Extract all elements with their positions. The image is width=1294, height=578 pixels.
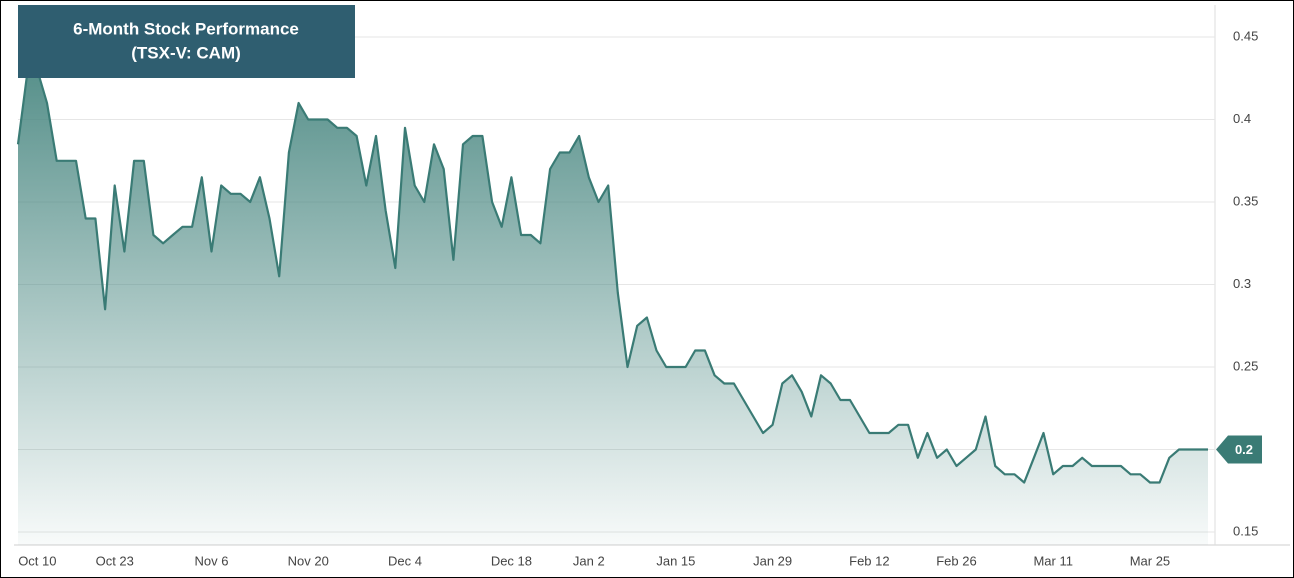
area-fill	[18, 70, 1208, 545]
x-tick-label: Jan 29	[753, 553, 792, 568]
x-tick-label: Nov 6	[195, 553, 229, 568]
y-tick-label: 0.45	[1233, 28, 1258, 43]
y-tick-label: 0.25	[1233, 358, 1258, 373]
x-tick-label: Dec 18	[491, 553, 532, 568]
x-tick-label: Oct 23	[96, 553, 134, 568]
last-value-label: 0.2	[1235, 442, 1253, 457]
x-tick-label: Feb 12	[849, 553, 889, 568]
chart-subtitle: (TSX-V: CAM)	[131, 43, 241, 62]
y-tick-label: 0.15	[1233, 523, 1258, 538]
x-tick-label: Feb 26	[936, 553, 976, 568]
x-tick-label: Jan 2	[573, 553, 605, 568]
y-tick-label: 0.35	[1233, 193, 1258, 208]
y-tick-label: 0.4	[1233, 111, 1251, 126]
last-value-tag	[1216, 435, 1262, 464]
x-tick-label: Mar 25	[1130, 553, 1170, 568]
x-tick-label: Dec 4	[388, 553, 422, 568]
price-line	[16, 68, 1208, 484]
title-box	[18, 5, 355, 78]
x-tick-label: Oct 10	[18, 553, 56, 568]
x-tick-label: Nov 20	[288, 553, 329, 568]
x-tick-label: Mar 11	[1033, 553, 1073, 568]
y-tick-label: 0.3	[1233, 276, 1251, 291]
x-tick-label: Jan 15	[656, 553, 695, 568]
chart-title: 6-Month Stock Performance	[73, 19, 299, 38]
